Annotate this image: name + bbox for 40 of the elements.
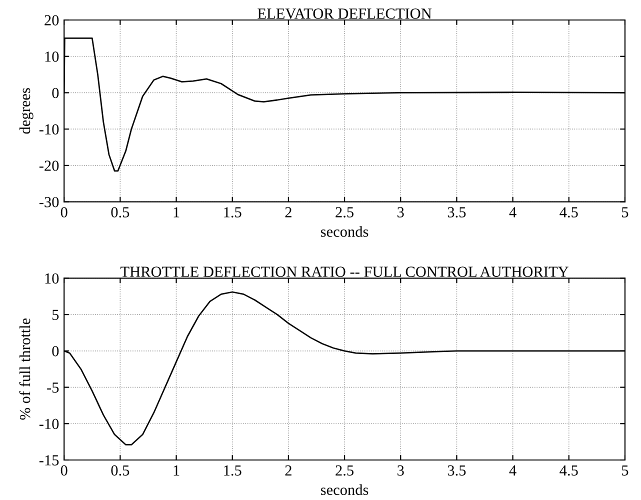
y-tick-label: -5	[47, 382, 59, 393]
x-tick-label: 2.5	[336, 207, 354, 218]
y-tick-label: 10	[45, 273, 59, 284]
y-tick-label: -10	[39, 124, 59, 135]
x-tick-label: 3	[398, 207, 404, 218]
chart-title: THROTTLE DEFLECTION RATIO -- FULL CONTROL AUTHORITY	[120, 266, 568, 277]
x-tick-label: 2	[285, 207, 292, 218]
y-tick-label: 0	[52, 88, 59, 98]
x-tick-label: 1	[174, 465, 180, 476]
x-tick-label: 4.5	[560, 207, 578, 218]
y-tick-label: -15	[39, 455, 59, 466]
x-tick-label: 4.5	[560, 465, 578, 476]
y-tick-label: -10	[39, 418, 59, 430]
y-axis-title: degrees	[19, 88, 34, 134]
y-tick-label: -30	[39, 196, 59, 208]
x-axis-title: seconds	[320, 484, 368, 496]
x-tick-label: 4	[509, 465, 516, 476]
y-tick-label: 5	[52, 310, 59, 320]
x-tick-label: 0	[60, 465, 68, 476]
x-tick-label: 1	[174, 207, 180, 218]
x-tick-label: 4	[509, 207, 516, 218]
chart-title: ELEVATOR DEFLECTION	[258, 8, 432, 19]
x-tick-label: 2.5	[336, 465, 354, 476]
y-tick-label: -20	[39, 160, 59, 171]
y-tick-label: 10	[45, 52, 59, 62]
x-tick-label: 1.5	[224, 465, 242, 476]
y-tick-label: 0	[52, 346, 59, 356]
x-tick-label: 3.5	[448, 465, 466, 476]
x-tick-label: 3	[398, 465, 404, 476]
x-tick-label: 3.5	[448, 207, 466, 218]
y-axis-title: % of full throttle	[19, 318, 30, 420]
x-tick-label: 1.5	[224, 207, 242, 218]
x-axis-title: seconds	[320, 226, 368, 237]
y-tick-label: 20	[44, 15, 59, 26]
x-tick-label: 0.5	[111, 207, 130, 218]
x-tick-label: 5	[622, 207, 628, 218]
x-tick-label: 0	[60, 207, 68, 218]
x-tick-label: 5	[622, 465, 628, 476]
x-tick-label: 2	[285, 465, 292, 476]
x-tick-label: 0.5	[111, 465, 130, 476]
